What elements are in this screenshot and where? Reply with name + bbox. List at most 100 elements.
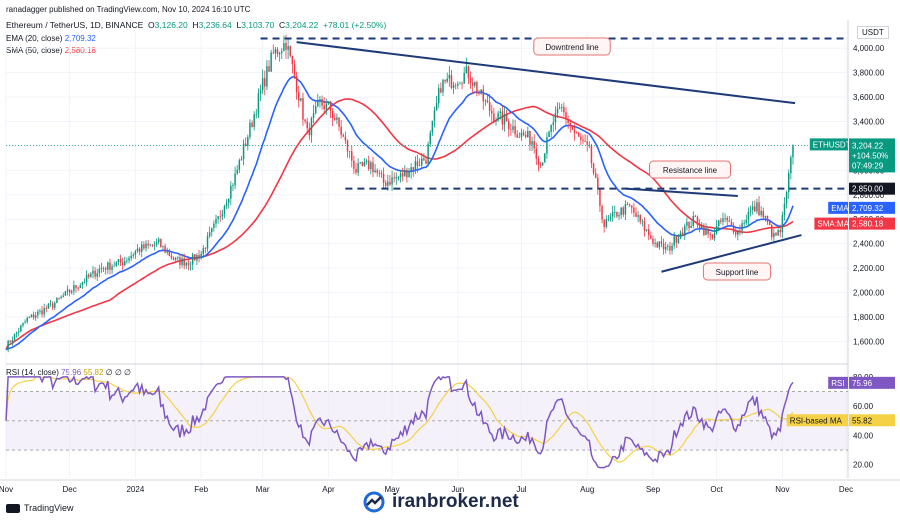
candle-body <box>647 229 650 236</box>
candle-body <box>435 103 438 111</box>
currency-button[interactable]: USDT <box>857 26 889 39</box>
support-line <box>661 234 802 273</box>
candle-body <box>505 114 508 122</box>
candle-body <box>85 274 88 283</box>
candle-body <box>639 215 641 222</box>
candle-body <box>641 221 644 223</box>
price-axis: 4,000.003,800.003,600.003,400.003,200.00… <box>853 44 885 469</box>
tradingview-logo[interactable]: TradingView <box>6 503 74 513</box>
candle-body <box>624 204 627 215</box>
candle-body <box>372 162 374 173</box>
candle-body <box>107 262 109 270</box>
level-tag-bg <box>849 182 895 195</box>
candle-body <box>758 202 760 216</box>
candle-body <box>503 114 506 125</box>
candle-body <box>488 102 491 111</box>
candle-body <box>722 218 724 222</box>
price-tick-label: 1,600.00 <box>853 337 885 346</box>
candle-body <box>537 158 540 165</box>
candle-body <box>119 259 122 263</box>
candle-body <box>745 219 748 224</box>
watermark-text: iranbroker.net <box>392 491 519 512</box>
candle-body <box>418 165 421 167</box>
candle-body <box>179 257 181 265</box>
candle-body <box>497 112 499 121</box>
time-tick-label: Nov <box>775 485 789 494</box>
candle-body <box>529 130 531 145</box>
candle-body <box>491 110 493 114</box>
candle-body <box>771 225 773 238</box>
candle-body <box>39 310 41 312</box>
candle-body <box>325 103 328 110</box>
candle-body <box>561 106 563 108</box>
candle-body <box>124 261 126 266</box>
last-price-tag-bg <box>849 138 895 173</box>
candle-body <box>185 262 188 266</box>
high-value: 3,236.64 <box>198 20 232 30</box>
candle-body <box>701 225 703 229</box>
candle-body <box>54 302 56 308</box>
price-tick-label: 1,800.00 <box>853 313 885 322</box>
candle-body <box>575 132 578 134</box>
candle-body <box>249 122 251 138</box>
candle-body <box>75 285 77 288</box>
close-label: C <box>279 20 286 30</box>
candle-body <box>580 136 582 140</box>
candle-body <box>376 170 378 173</box>
candle-body <box>694 216 697 217</box>
candle-body <box>285 43 287 50</box>
candle-body <box>628 204 631 206</box>
candle-body <box>737 230 739 235</box>
ema-legend[interactable]: EMA (20, close) 2,709.32 <box>6 34 96 43</box>
candle-body <box>266 66 268 87</box>
candle-body <box>319 99 321 102</box>
candle-body <box>380 173 383 174</box>
candle-body <box>306 121 308 129</box>
candle-body <box>62 295 65 297</box>
candle-body <box>783 203 786 216</box>
candle-body <box>43 308 45 315</box>
candle-body <box>104 268 107 270</box>
rsi-ma-value-tag-text: 55.82 <box>852 416 873 425</box>
downtrend-callout: Downtrend line <box>533 37 611 56</box>
candle-body <box>688 221 690 229</box>
candle-body <box>607 218 610 220</box>
candle-body <box>471 82 474 86</box>
candle-body <box>204 248 207 249</box>
candle-body <box>395 177 398 179</box>
candle-body <box>433 110 436 121</box>
rsi-ma-value-tag-bg <box>849 414 895 427</box>
candle-body <box>102 267 105 269</box>
rsi-legend-value: 75.96 <box>61 368 82 377</box>
time-tick-label: Jul <box>516 485 526 494</box>
candle-body <box>461 83 463 85</box>
countdown-text: 07:49:29 <box>852 161 884 170</box>
candle-body <box>66 289 69 292</box>
candle-body <box>181 258 183 265</box>
candle-body <box>741 223 743 231</box>
sma-legend[interactable]: SMA (50, close) 2,580.18 <box>6 46 96 55</box>
candle-body <box>590 145 593 164</box>
candle-body <box>244 143 247 146</box>
candle-body <box>476 82 478 93</box>
candle-body <box>206 236 209 249</box>
candle-body <box>751 206 754 211</box>
low-label: L <box>236 20 242 30</box>
support-box <box>702 262 772 281</box>
candle-body <box>571 125 574 130</box>
last-price-text: 3,204.22 <box>852 141 884 150</box>
candle-body <box>703 225 705 235</box>
candle-body <box>768 222 771 226</box>
rsi-legend[interactable]: RSI (14, close) 75.96 55.82 ∅ ∅ ∅ <box>6 368 131 377</box>
candle-body <box>268 66 270 72</box>
candle-body <box>478 92 480 94</box>
time-tick-label: 2024 <box>126 485 144 494</box>
sma-polyline <box>5 98 794 350</box>
price-tick-label: 3,400.00 <box>853 117 885 126</box>
candle-body <box>196 254 198 261</box>
ema-value-tag-text: 2,709.32 <box>852 204 884 213</box>
downtrend-box <box>533 37 611 56</box>
published-line: ranadagger published on TradingView.com,… <box>6 5 251 14</box>
